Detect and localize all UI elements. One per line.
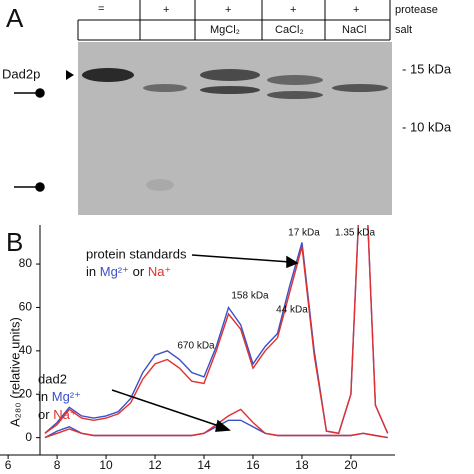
- x-tick-label: 10: [99, 458, 113, 472]
- panel-label: B: [6, 227, 23, 257]
- series-line: [44, 225, 389, 435]
- x-tick-label: 16: [246, 458, 260, 472]
- band-label: Dad2p: [2, 66, 40, 81]
- annotation: Mg²⁺: [52, 389, 81, 404]
- protease-cell: +: [353, 4, 359, 16]
- annotation: protein standards: [86, 246, 187, 261]
- x-tick-label: 20: [344, 458, 358, 472]
- salt-cell: CaCl₂: [275, 24, 304, 36]
- y-axis-label: A₂₈₀ (relative units): [7, 317, 22, 427]
- annotation: in: [38, 389, 48, 404]
- protease-cell: =: [98, 3, 104, 15]
- y-tick-label: 60: [19, 300, 33, 314]
- arrows: [111, 254, 299, 432]
- protease-cell: +: [225, 4, 231, 16]
- protease-cell: +: [163, 4, 169, 16]
- row-label: protease: [395, 4, 438, 16]
- header-table: [77, 0, 391, 41]
- y-tick-label: 40: [19, 343, 33, 357]
- mw-marker: - 15 kDa: [402, 61, 452, 76]
- proteolysis-markers: [14, 88, 45, 192]
- annotation: dad2: [38, 371, 67, 386]
- peak-label: 670 kDa: [177, 341, 215, 352]
- peak-label: 1.35 kDa: [335, 228, 375, 239]
- row-label: salt: [395, 24, 412, 36]
- y-tick-label: 80: [19, 256, 33, 270]
- annotation: or Na⁺: [38, 407, 77, 422]
- annotation: Mg²⁺: [100, 264, 129, 279]
- peak-label: 158 kDa: [231, 291, 269, 302]
- protease-cell: +: [290, 4, 296, 16]
- x-tick-label: 14: [197, 458, 211, 472]
- annotation: or: [38, 407, 50, 422]
- annotation: Na⁺: [148, 264, 171, 279]
- salt-cell: MgCl₂: [210, 24, 240, 36]
- annotation: in: [86, 264, 96, 279]
- mw-marker: - 10 kDa: [402, 119, 452, 134]
- annotation: in Mg²⁺ or Na⁺: [86, 264, 171, 279]
- peak-label: 44 kDa: [276, 305, 308, 316]
- x-tick-label: 18: [295, 458, 309, 472]
- x-tick-label: 6: [5, 458, 12, 472]
- band-pointer: [66, 70, 74, 80]
- y-tick-label: 20: [19, 386, 33, 400]
- panel-label: A: [6, 3, 24, 33]
- annotation: or: [133, 264, 145, 279]
- annotation: in Mg²⁺: [38, 389, 81, 404]
- annotation: Na⁺: [53, 407, 76, 422]
- gel: [78, 42, 392, 215]
- x-tick-label: 8: [54, 458, 61, 472]
- salt-cell: NaCl: [342, 24, 366, 36]
- y-tick-label: 0: [25, 430, 32, 444]
- x-tick-label: 12: [148, 458, 162, 472]
- plot: 0 20 40 60 80 6 8 10 12 14 16 18 20: [0, 225, 395, 472]
- peak-label: 17 kDa: [288, 228, 320, 239]
